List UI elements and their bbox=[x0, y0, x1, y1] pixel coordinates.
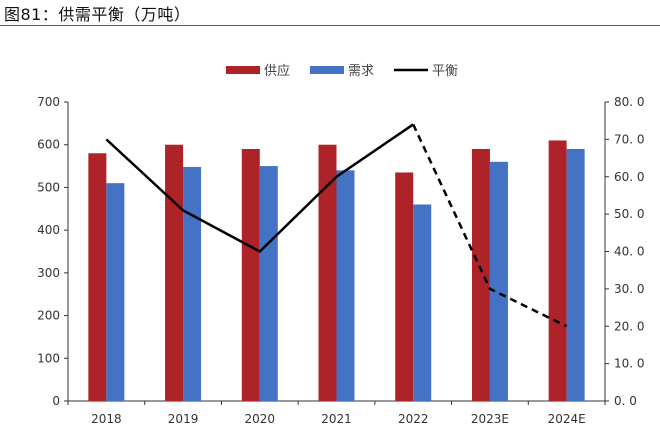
bar-supply bbox=[318, 144, 337, 401]
bar-demand bbox=[183, 166, 202, 401]
right-tick-label: 50. 0 bbox=[614, 207, 645, 221]
left-tick-label: 200 bbox=[37, 309, 60, 323]
right-tick-label: 30. 0 bbox=[614, 282, 645, 296]
legend-label: 平衡 bbox=[432, 64, 458, 79]
bar-demand bbox=[566, 148, 585, 401]
title-divider bbox=[0, 25, 660, 26]
left-tick-label: 500 bbox=[37, 180, 60, 194]
x-tick-label: 2024E bbox=[548, 412, 586, 426]
bar-supply bbox=[241, 148, 260, 401]
bar-demand bbox=[106, 183, 125, 401]
left-tick-label: 400 bbox=[37, 223, 60, 237]
right-tick-label: 0. 0 bbox=[614, 394, 637, 408]
x-tick-label: 2023E bbox=[471, 412, 509, 426]
right-tick-label: 60. 0 bbox=[614, 170, 645, 184]
right-tick-label: 70. 0 bbox=[614, 132, 645, 146]
bar-supply bbox=[395, 172, 414, 401]
bar-supply bbox=[165, 144, 184, 401]
legend-swatch-0 bbox=[226, 66, 260, 74]
bar-demand bbox=[336, 170, 355, 401]
x-tick-label: 2019 bbox=[168, 412, 199, 426]
right-tick-label: 40. 0 bbox=[614, 245, 645, 259]
bar-supply bbox=[471, 148, 490, 401]
legend-swatch-1 bbox=[310, 66, 344, 74]
right-tick-label: 80. 0 bbox=[614, 95, 645, 109]
left-tick-label: 600 bbox=[37, 138, 60, 152]
bar-demand bbox=[489, 161, 508, 401]
bar-demand bbox=[413, 204, 432, 401]
bar-supply bbox=[88, 153, 107, 401]
right-tick-label: 10. 0 bbox=[614, 357, 645, 371]
legend-label: 供应 bbox=[264, 63, 290, 79]
chart-title: 图81：供需平衡（万吨） bbox=[4, 5, 191, 24]
right-tick-label: 20. 0 bbox=[614, 319, 645, 333]
x-tick-label: 2018 bbox=[91, 412, 122, 426]
x-tick-label: 2022 bbox=[398, 412, 429, 426]
bar-demand bbox=[259, 166, 278, 401]
left-tick-label: 700 bbox=[37, 95, 60, 109]
x-tick-label: 2021 bbox=[321, 412, 352, 426]
x-tick-label: 2020 bbox=[245, 412, 276, 426]
left-tick-label: 100 bbox=[37, 351, 60, 365]
left-tick-label: 0 bbox=[52, 394, 60, 408]
left-tick-label: 300 bbox=[37, 266, 60, 280]
balance-line-actual bbox=[105, 123, 414, 254]
bar-supply bbox=[548, 140, 567, 401]
balance-line-forecast bbox=[412, 123, 568, 328]
legend-label: 需求 bbox=[348, 64, 374, 79]
